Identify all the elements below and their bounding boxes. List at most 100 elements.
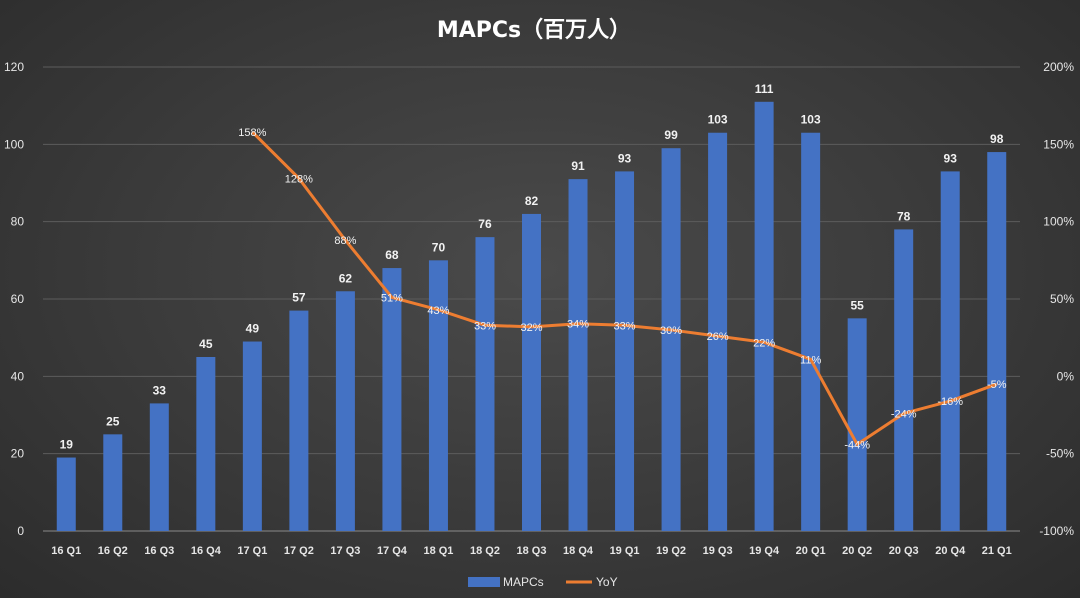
- bar-mapcs: [940, 171, 960, 531]
- bar-value-label: 103: [801, 113, 821, 127]
- bar-mapcs: [708, 132, 728, 531]
- yoy-value-label: 30%: [660, 325, 682, 337]
- right-tick-label: 0%: [1057, 369, 1075, 383]
- yoy-value-label: 33%: [474, 320, 496, 332]
- bar-value-label: 57: [292, 291, 306, 305]
- left-tick-label: 20: [11, 447, 25, 461]
- left-axis: 0 20 40 60 80 100 120: [4, 60, 24, 538]
- chart-title: MAPCs（百万人）: [437, 18, 631, 43]
- yoy-value-label: 88%: [334, 235, 356, 247]
- left-tick-label: 100: [4, 137, 24, 151]
- category-label: 19 Q2: [656, 545, 686, 557]
- category-label: 17 Q2: [284, 545, 314, 557]
- category-label: 21 Q1: [982, 545, 1012, 557]
- mapcs-bars: [56, 101, 1007, 532]
- bar-mapcs: [987, 152, 1007, 532]
- legend: MAPCs YoY: [468, 575, 618, 589]
- bar-mapcs: [149, 403, 169, 531]
- yoy-value-label: 33%: [614, 320, 636, 332]
- yoy-value-label: 22%: [753, 337, 775, 349]
- yoy-value-label: 26%: [707, 331, 729, 343]
- bar-value-label: 68: [385, 248, 399, 262]
- right-tick-label: 100%: [1043, 215, 1074, 229]
- yoy-value-label: 32%: [520, 322, 542, 334]
- category-label: 18 Q1: [423, 545, 453, 557]
- bar-value-label: 25: [106, 414, 120, 428]
- yoy-value-label: 34%: [567, 319, 589, 331]
- left-tick-label: 120: [4, 60, 24, 74]
- yoy-value-label: 51%: [381, 292, 403, 304]
- bar-mapcs: [289, 310, 309, 531]
- category-label: 20 Q1: [796, 545, 826, 557]
- bar-mapcs: [847, 318, 867, 531]
- yoy-value-label: -44%: [844, 439, 870, 451]
- mapcs-bar-labels: 19 25 33 45 49 57 62 68 70 76 82 91 93 99 103 111 103 55 7…: [60, 82, 1004, 452]
- left-tick-label: 60: [11, 292, 25, 306]
- bar-mapcs: [196, 357, 216, 531]
- bar-value-label: 103: [708, 113, 728, 127]
- category-label: 18 Q4: [563, 545, 594, 557]
- bar-value-label: 78: [897, 209, 911, 223]
- bar-mapcs: [615, 171, 635, 531]
- category-label: 17 Q4: [377, 545, 408, 557]
- bar-mapcs: [242, 341, 262, 531]
- category-label: 19 Q1: [610, 545, 640, 557]
- yoy-labels: 158% 128% 88% 51% 43% 33% 32% 34% 33% 30% 26% 22% 11…: [238, 127, 1006, 451]
- bar-mapcs: [894, 229, 914, 531]
- bar-value-label: 55: [850, 298, 864, 312]
- bar-value-label: 76: [478, 217, 492, 231]
- legend-label-yoy: YoY: [596, 575, 618, 589]
- category-label: 16 Q2: [98, 545, 128, 557]
- category-label: 17 Q1: [237, 545, 267, 557]
- right-tick-label: 200%: [1043, 60, 1074, 74]
- yoy-value-label: 11%: [800, 354, 821, 366]
- category-label: 19 Q4: [749, 545, 780, 557]
- yoy-value-label: 43%: [427, 305, 449, 317]
- category-label: 16 Q3: [144, 545, 174, 557]
- yoy-value-label: -16%: [937, 396, 963, 408]
- category-label: 18 Q2: [470, 545, 500, 557]
- left-tick-label: 0: [17, 524, 24, 538]
- bar-mapcs: [475, 237, 495, 531]
- right-tick-label: -100%: [1039, 524, 1074, 538]
- bar-value-label: 62: [339, 271, 353, 285]
- bar-mapcs: [428, 260, 448, 531]
- bar-value-label: 99: [664, 128, 678, 142]
- bar-value-label: 70: [432, 240, 446, 254]
- bar-value-label: 49: [246, 322, 260, 336]
- bar-mapcs: [568, 179, 588, 531]
- category-label: 20 Q4: [935, 545, 966, 557]
- yoy-value-label: 128%: [285, 173, 313, 185]
- yoy-line-series: [251, 130, 998, 446]
- x-axis: 16 Q1 16 Q2 16 Q3 16 Q4 17 Q1 17 Q2 17 Q3 17 Q4…: [51, 545, 1011, 557]
- left-tick-label: 80: [11, 215, 25, 229]
- category-label: 19 Q3: [703, 545, 733, 557]
- bar-value-label: 33: [153, 383, 167, 397]
- bar-value-label: 93: [618, 151, 632, 165]
- bar-value-label: 93: [944, 151, 958, 165]
- yoy-value-label: -5%: [987, 379, 1007, 391]
- bar-mapcs: [661, 148, 681, 531]
- left-tick-label: 40: [11, 369, 25, 383]
- legend-swatch-mapcs: [468, 577, 500, 587]
- right-tick-label: -50%: [1046, 447, 1074, 461]
- category-label: 16 Q1: [51, 545, 81, 557]
- bar-mapcs: [103, 434, 123, 531]
- bar-mapcs: [801, 132, 821, 531]
- bar-mapcs: [335, 291, 355, 531]
- legend-label-mapcs: MAPCs: [503, 575, 544, 589]
- category-label: 20 Q3: [889, 545, 919, 557]
- bar-mapcs: [754, 101, 774, 532]
- bar-value-label: 98: [990, 132, 1004, 146]
- right-tick-label: 50%: [1050, 292, 1074, 306]
- bar-value-label: 82: [525, 194, 539, 208]
- bar-mapcs: [382, 268, 402, 531]
- category-label: 18 Q3: [517, 545, 547, 557]
- category-label: 20 Q2: [842, 545, 872, 557]
- right-tick-label: 150%: [1043, 137, 1074, 151]
- bar-value-label: 91: [571, 159, 585, 173]
- yoy-value-label: 158%: [238, 127, 266, 139]
- category-label: 16 Q4: [191, 545, 222, 557]
- bar-value-label: 19: [60, 438, 74, 452]
